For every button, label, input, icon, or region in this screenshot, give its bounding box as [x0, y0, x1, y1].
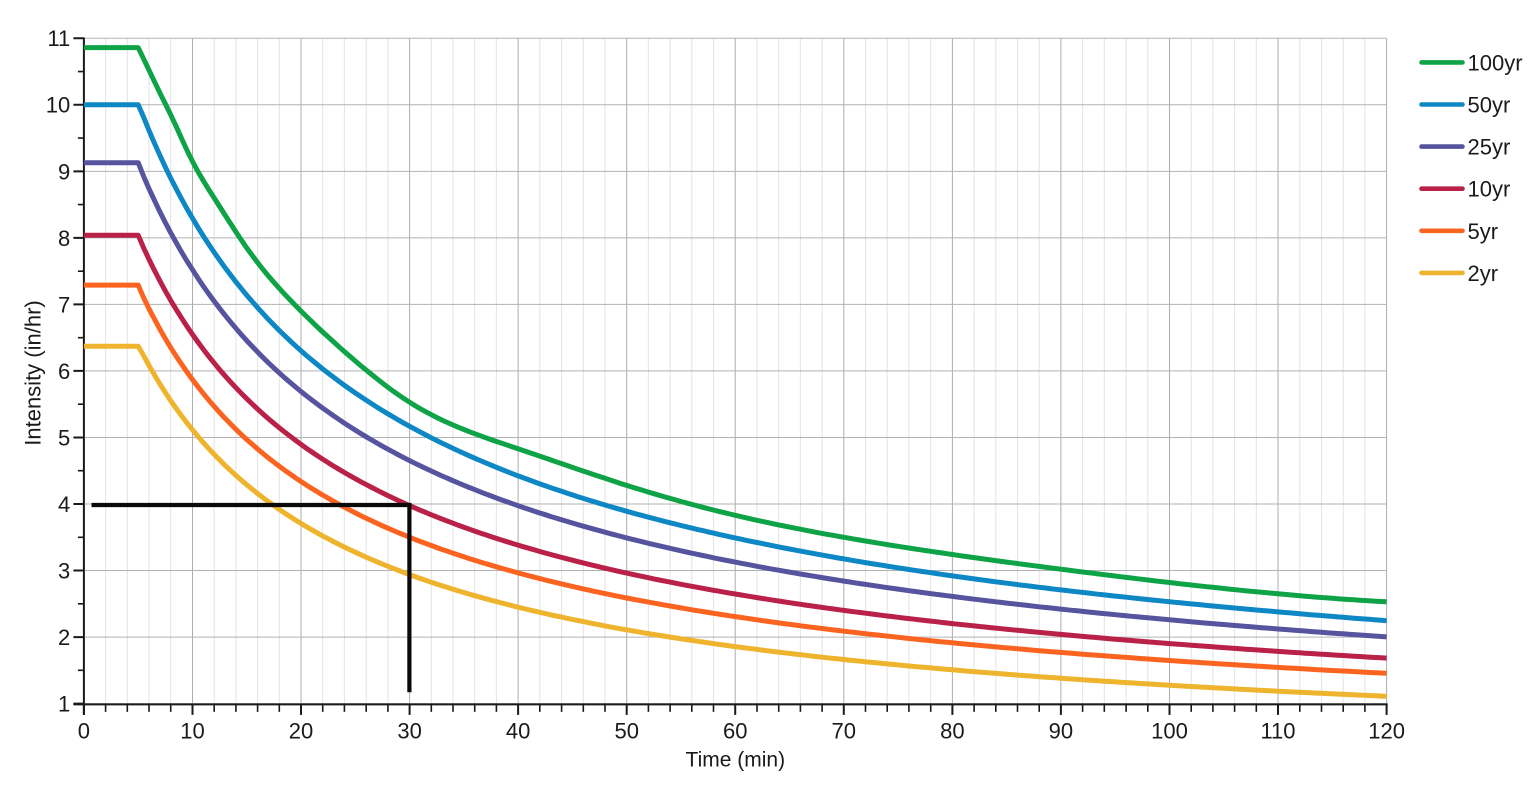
svg-text:20: 20	[289, 718, 313, 743]
svg-text:10: 10	[46, 93, 70, 118]
svg-text:5yr: 5yr	[1468, 219, 1499, 244]
svg-text:10: 10	[180, 718, 204, 743]
svg-text:50yr: 50yr	[1468, 93, 1511, 118]
svg-text:6: 6	[58, 359, 70, 384]
svg-text:90: 90	[1049, 718, 1073, 743]
svg-text:10yr: 10yr	[1468, 177, 1511, 202]
svg-text:40: 40	[506, 718, 530, 743]
svg-text:100: 100	[1151, 718, 1188, 743]
svg-text:0: 0	[78, 718, 90, 743]
svg-text:Intensity (in/hr): Intensity (in/hr)	[21, 300, 46, 446]
svg-text:30: 30	[397, 718, 421, 743]
svg-text:110: 110	[1260, 718, 1295, 743]
svg-text:11: 11	[47, 26, 70, 51]
svg-text:60: 60	[723, 718, 747, 743]
svg-text:2: 2	[58, 625, 70, 650]
svg-text:4: 4	[58, 492, 70, 517]
svg-text:25yr: 25yr	[1468, 135, 1511, 160]
svg-text:2yr: 2yr	[1468, 261, 1499, 286]
svg-text:70: 70	[832, 718, 856, 743]
svg-text:5: 5	[58, 425, 70, 450]
svg-text:9: 9	[58, 159, 70, 184]
svg-text:7: 7	[58, 292, 70, 317]
svg-text:3: 3	[58, 558, 70, 583]
svg-text:Time (min): Time (min)	[686, 749, 786, 772]
svg-text:120: 120	[1368, 718, 1405, 743]
svg-text:1: 1	[58, 692, 70, 717]
svg-text:80: 80	[940, 718, 964, 743]
svg-text:8: 8	[58, 226, 70, 251]
svg-text:100yr: 100yr	[1468, 50, 1523, 75]
svg-text:50: 50	[614, 718, 638, 743]
